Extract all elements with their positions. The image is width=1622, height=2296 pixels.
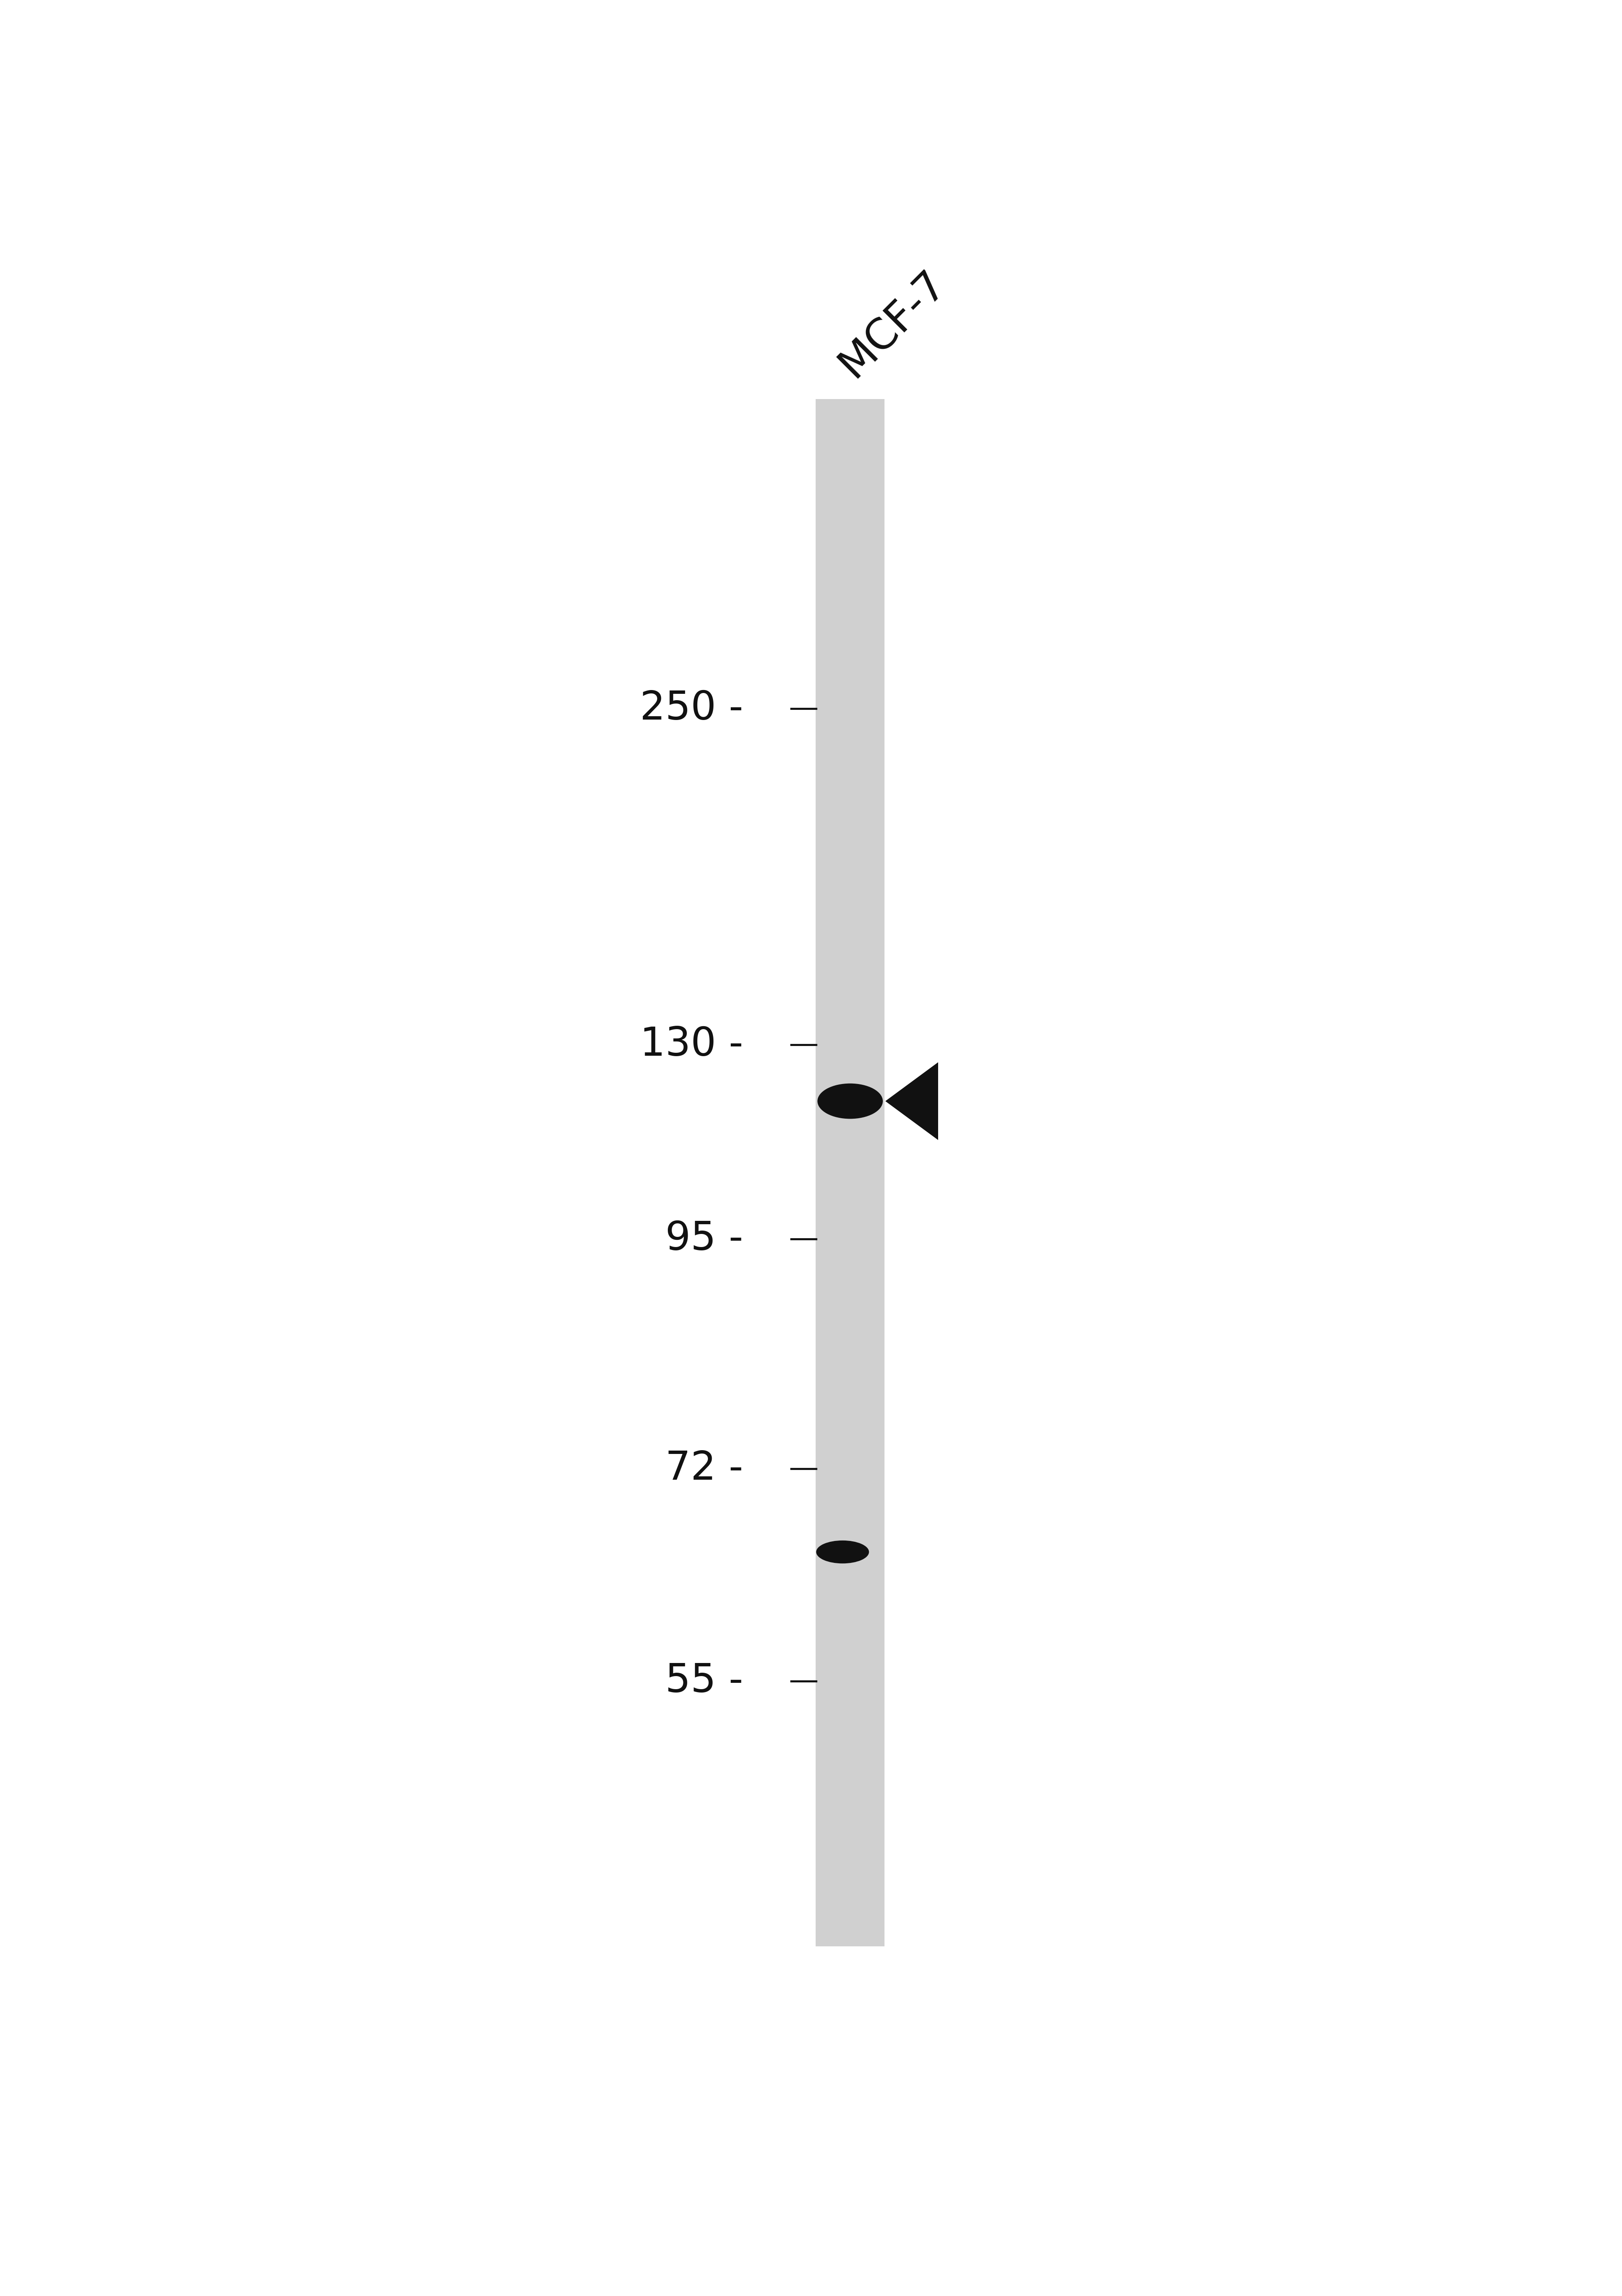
Text: 130 -: 130 - bbox=[641, 1024, 743, 1063]
Bar bbox=[816, 400, 884, 1947]
Ellipse shape bbox=[822, 1088, 878, 1114]
Ellipse shape bbox=[819, 1084, 881, 1118]
Ellipse shape bbox=[824, 1091, 876, 1114]
Ellipse shape bbox=[822, 1545, 863, 1559]
Ellipse shape bbox=[826, 1091, 874, 1111]
Ellipse shape bbox=[826, 1091, 874, 1111]
Ellipse shape bbox=[819, 1543, 866, 1561]
Text: MCF-7: MCF-7 bbox=[830, 262, 954, 386]
Text: 95 -: 95 - bbox=[665, 1219, 743, 1258]
Ellipse shape bbox=[821, 1086, 879, 1116]
Ellipse shape bbox=[822, 1088, 879, 1116]
Ellipse shape bbox=[816, 1541, 869, 1564]
Ellipse shape bbox=[822, 1545, 863, 1559]
Ellipse shape bbox=[819, 1086, 881, 1116]
Ellipse shape bbox=[822, 1088, 878, 1114]
Text: 72 -: 72 - bbox=[665, 1449, 743, 1488]
Ellipse shape bbox=[819, 1543, 866, 1561]
Ellipse shape bbox=[821, 1086, 879, 1116]
Ellipse shape bbox=[819, 1543, 866, 1561]
Ellipse shape bbox=[824, 1088, 876, 1114]
Ellipse shape bbox=[816, 1541, 869, 1564]
Polygon shape bbox=[886, 1063, 938, 1141]
Ellipse shape bbox=[817, 1084, 882, 1118]
Ellipse shape bbox=[819, 1543, 866, 1561]
Ellipse shape bbox=[821, 1543, 865, 1561]
Text: 55 -: 55 - bbox=[665, 1662, 743, 1701]
Ellipse shape bbox=[819, 1086, 881, 1118]
Ellipse shape bbox=[817, 1084, 882, 1118]
Ellipse shape bbox=[817, 1543, 868, 1561]
Ellipse shape bbox=[817, 1541, 868, 1561]
Ellipse shape bbox=[821, 1543, 865, 1559]
Text: 250 -: 250 - bbox=[641, 689, 743, 728]
Ellipse shape bbox=[821, 1545, 865, 1559]
Ellipse shape bbox=[821, 1086, 879, 1116]
Ellipse shape bbox=[822, 1545, 863, 1559]
Ellipse shape bbox=[824, 1088, 878, 1114]
Ellipse shape bbox=[822, 1545, 863, 1559]
Ellipse shape bbox=[817, 1541, 868, 1564]
Ellipse shape bbox=[826, 1091, 876, 1111]
Ellipse shape bbox=[817, 1541, 868, 1564]
Ellipse shape bbox=[821, 1543, 865, 1561]
Ellipse shape bbox=[819, 1084, 882, 1118]
